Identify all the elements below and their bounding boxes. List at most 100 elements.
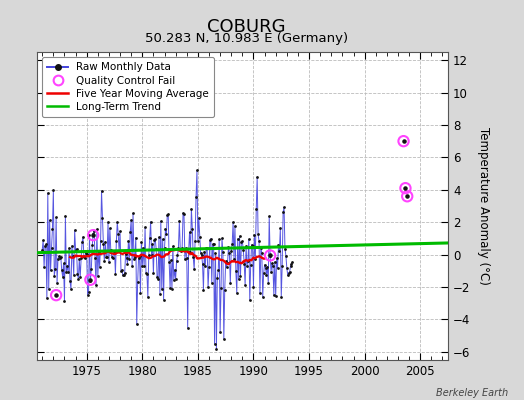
Point bbox=[169, 243, 177, 250]
Point bbox=[54, 253, 63, 260]
Point bbox=[64, 269, 72, 275]
Point bbox=[47, 245, 56, 251]
Point bbox=[237, 238, 246, 245]
Point bbox=[275, 248, 283, 254]
Point bbox=[130, 253, 139, 260]
Point bbox=[69, 252, 77, 259]
Point bbox=[224, 244, 233, 250]
Point bbox=[101, 238, 110, 245]
Point bbox=[71, 247, 80, 254]
Point bbox=[190, 266, 199, 273]
Point bbox=[181, 256, 189, 262]
Point bbox=[157, 218, 165, 224]
Point bbox=[93, 226, 101, 232]
Point bbox=[134, 254, 143, 261]
Point bbox=[74, 276, 83, 282]
Point bbox=[42, 295, 51, 301]
Point bbox=[206, 235, 215, 242]
Point bbox=[223, 260, 232, 266]
Point bbox=[59, 260, 68, 266]
Point bbox=[59, 274, 67, 280]
Point bbox=[227, 248, 235, 254]
Point bbox=[205, 264, 213, 270]
Point bbox=[156, 290, 164, 297]
Point bbox=[195, 233, 204, 240]
Point bbox=[270, 258, 279, 265]
Point bbox=[401, 185, 410, 191]
Point bbox=[108, 254, 117, 261]
Point bbox=[174, 245, 183, 252]
Point bbox=[67, 286, 75, 292]
Point bbox=[111, 271, 119, 278]
Point bbox=[244, 258, 252, 264]
Point bbox=[403, 193, 411, 200]
Y-axis label: Temperature Anomaly (°C): Temperature Anomaly (°C) bbox=[477, 127, 490, 285]
Point bbox=[84, 289, 93, 296]
Point bbox=[216, 329, 224, 336]
Point bbox=[143, 271, 151, 277]
Point bbox=[65, 245, 73, 252]
Point bbox=[266, 253, 275, 260]
Point bbox=[243, 262, 251, 269]
Point bbox=[188, 226, 196, 232]
Point bbox=[232, 268, 240, 274]
Point bbox=[238, 238, 246, 245]
Point bbox=[137, 239, 146, 246]
Point bbox=[175, 217, 183, 224]
Point bbox=[60, 298, 69, 305]
Point bbox=[159, 296, 168, 303]
Point bbox=[155, 234, 163, 240]
Point bbox=[154, 276, 162, 283]
Point bbox=[212, 346, 221, 352]
Point bbox=[177, 248, 185, 254]
Point bbox=[110, 248, 118, 254]
Point bbox=[104, 219, 112, 225]
Point bbox=[271, 293, 280, 299]
Point bbox=[114, 230, 123, 237]
Point bbox=[53, 280, 61, 286]
Point bbox=[92, 282, 100, 289]
Point bbox=[138, 263, 147, 269]
Point bbox=[45, 286, 53, 292]
Point bbox=[90, 228, 99, 234]
Point bbox=[83, 292, 92, 298]
Point bbox=[185, 229, 194, 235]
Point bbox=[112, 238, 121, 244]
Point bbox=[107, 254, 116, 260]
Point bbox=[176, 247, 184, 253]
Point bbox=[151, 236, 159, 242]
Point bbox=[259, 270, 268, 276]
Point bbox=[182, 245, 190, 251]
Point bbox=[128, 263, 136, 269]
Point bbox=[220, 336, 228, 342]
Point bbox=[399, 138, 408, 144]
Point bbox=[256, 290, 264, 297]
Point bbox=[129, 210, 137, 216]
Point bbox=[50, 273, 59, 279]
Point bbox=[241, 282, 249, 288]
Point bbox=[46, 217, 54, 224]
Point bbox=[255, 238, 263, 244]
Point bbox=[260, 262, 269, 268]
Point bbox=[278, 263, 287, 269]
Point bbox=[173, 252, 182, 258]
Point bbox=[54, 256, 62, 262]
Point bbox=[130, 256, 138, 262]
Point bbox=[167, 257, 175, 264]
Point bbox=[254, 231, 263, 238]
Point bbox=[86, 277, 95, 284]
Point bbox=[200, 248, 209, 255]
Point bbox=[43, 190, 52, 196]
Point bbox=[72, 246, 81, 252]
Point bbox=[198, 260, 206, 267]
Point bbox=[229, 219, 237, 226]
Point bbox=[106, 225, 114, 232]
Point bbox=[218, 235, 226, 242]
Point bbox=[252, 206, 260, 213]
Point bbox=[182, 254, 191, 261]
Point bbox=[152, 246, 160, 252]
Point bbox=[158, 236, 167, 242]
Point bbox=[38, 246, 47, 253]
Point bbox=[246, 262, 255, 268]
Point bbox=[233, 290, 241, 296]
